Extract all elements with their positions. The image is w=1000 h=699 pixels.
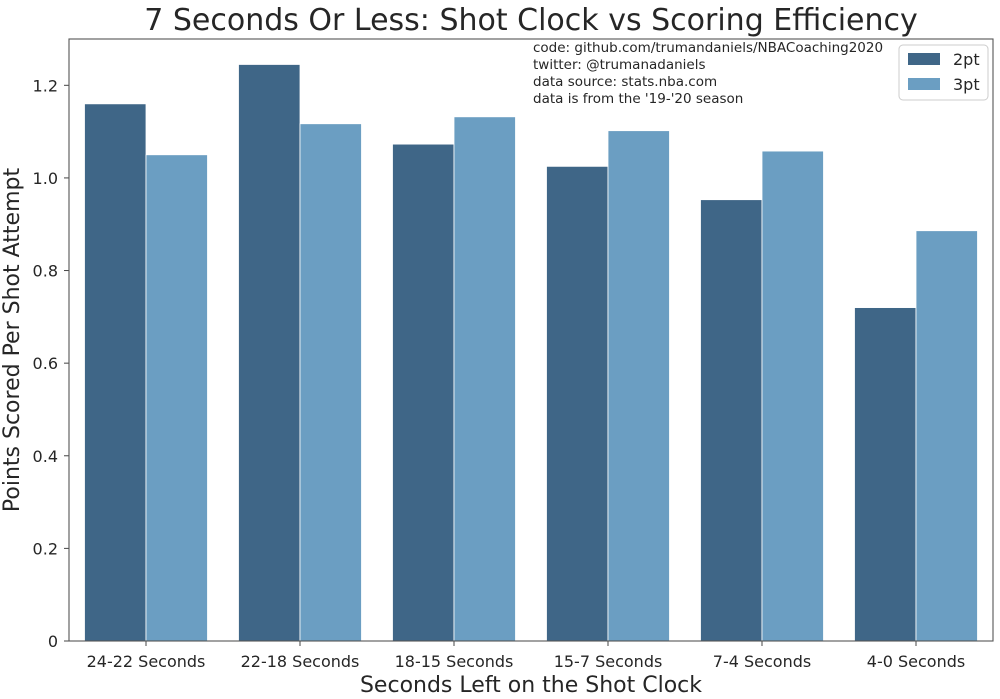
bar-3pt-5 (761, 150, 824, 642)
bar-2pt-4 (546, 165, 609, 642)
bar-2pt-5 (700, 199, 763, 642)
chart-title: 7 Seconds Or Less: Shot Clock vs Scoring… (144, 3, 918, 38)
annotation-line: twitter: @trumanadaniels (533, 57, 706, 73)
bar-2pt-1 (84, 103, 147, 642)
y-tick-label: 0.6 (33, 354, 58, 373)
y-tick-label: 1.2 (33, 76, 58, 95)
y-tick-label: 0 (48, 632, 58, 651)
x-tick-label: 4-0 Seconds (867, 652, 965, 671)
bar-3pt-6 (915, 230, 978, 642)
bar-2pt-3 (392, 143, 455, 642)
x-axis-title: Seconds Left on the Shot Clock (360, 673, 702, 698)
x-tick-label: 15-7 Seconds (554, 652, 663, 671)
legend-swatch-3pt (908, 78, 940, 90)
y-tick-label: 0.4 (33, 447, 58, 466)
annotation-line: data is from the '19-'20 season (533, 91, 743, 107)
legend-label-2pt: 2pt (953, 50, 980, 69)
annotation-line: data source: stats.nba.com (533, 74, 717, 90)
bar-2pt-2 (238, 64, 301, 642)
x-tick-label: 18-15 Seconds (395, 652, 514, 671)
y-axis-title: Points Scored Per Shot Attempt (0, 168, 25, 513)
annotation-line: code: github.com/trumandaniels/NBACoachi… (533, 40, 883, 56)
x-tick-label: 7-4 Seconds (713, 652, 811, 671)
plot-area: 24-22 Seconds 22-18 Seconds 18-15 Seconds 1… (33, 38, 994, 671)
bar-3pt-3 (453, 116, 516, 642)
y-tick-label: 1.0 (33, 169, 58, 188)
y-tick-label: 0.8 (33, 262, 58, 281)
x-tick-label: 22-18 Seconds (241, 652, 360, 671)
legend-swatch-2pt (908, 53, 940, 65)
legend-label-3pt: 3pt (953, 75, 980, 94)
bar-2pt-6 (854, 307, 917, 642)
bar-3pt-1 (145, 154, 208, 642)
x-tick-label: 24-22 Seconds (87, 652, 206, 671)
bar-3pt-4 (607, 130, 670, 642)
bar-3pt-2 (299, 123, 362, 642)
y-tick-label: 0.2 (33, 539, 58, 558)
plot-frame (68, 38, 994, 642)
